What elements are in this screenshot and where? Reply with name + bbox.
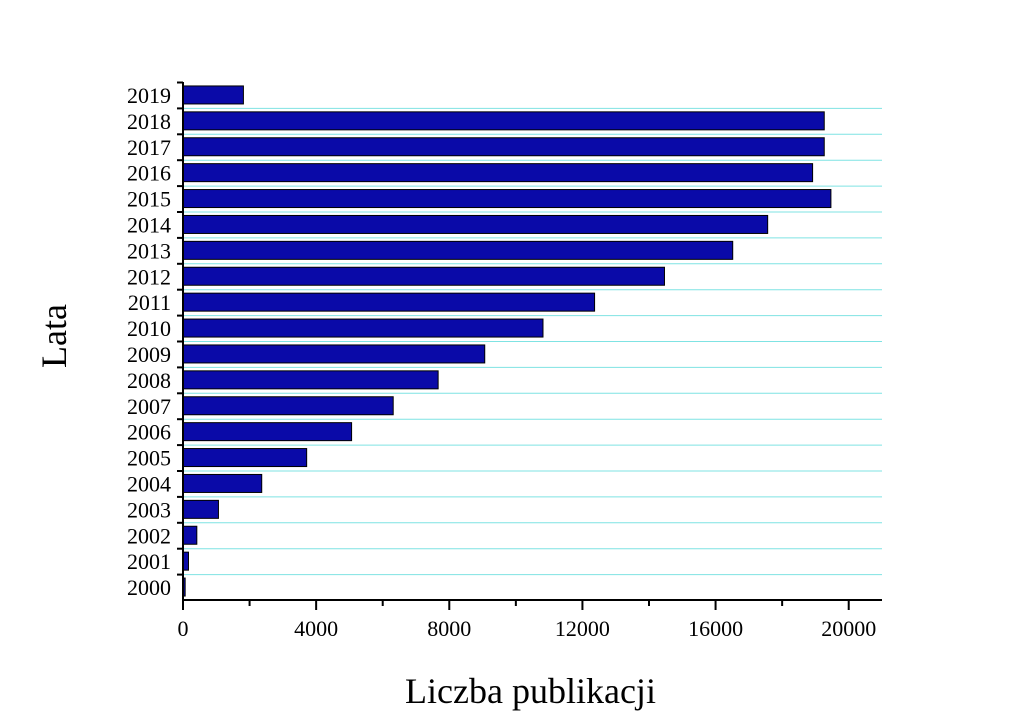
y-tick-label: 2011 [128,290,171,315]
bar-2011 [183,292,596,312]
y-tick-label: 2012 [127,264,171,289]
y-tick-label: 2014 [127,212,171,237]
y-tick-label: 2015 [127,187,171,212]
y-tick-label: 2006 [127,420,171,445]
x-tick-label: 0 [178,616,189,641]
y-tick-label: 2000 [127,575,171,600]
y-tick-label: 2019 [127,83,171,108]
y-tick-label: 2004 [127,471,171,496]
x-tick-label: 16000 [688,616,743,641]
bar-2016 [183,163,814,183]
bar-2012 [183,266,665,286]
x-tick-label: 12000 [555,616,610,641]
bar-2015 [183,189,832,209]
bar-2018 [183,111,825,131]
gridlines [183,107,882,576]
bar-2017 [183,137,825,157]
y-tick-label: 2009 [127,342,171,367]
y-tick-label: 2016 [127,161,171,186]
bar-2009 [183,344,486,364]
y-tick-label: 2007 [127,394,171,419]
x-tick-labels: 0 4000 8000 12000 16000 20000 [178,600,876,641]
bar-2013 [183,240,734,260]
bar-2019 [183,85,244,105]
y-axis-title: Lata [34,304,74,368]
bar-2005 [183,448,308,468]
bar-2001 [183,551,189,571]
x-tick-label: 4000 [294,616,338,641]
bar-2007 [183,396,394,416]
bar-2002 [183,525,198,545]
bar-2004 [183,473,263,493]
y-tick-label: 2013 [127,238,171,263]
x-tick-label: 8000 [427,616,471,641]
x-axis-title: Liczba publikacji [405,671,656,711]
y-tick-label: 2005 [127,446,171,471]
y-tick-label: 2003 [127,497,171,522]
y-tick-labels: 2000200120022003200420052006200720082009… [127,81,183,600]
bar-2014 [183,214,769,234]
y-tick-label: 2001 [127,549,171,574]
bar-2008 [183,370,439,390]
y-tick-label: 2017 [127,135,171,160]
x-tick-label: 20000 [821,616,876,641]
bar-2006 [183,422,353,442]
y-tick-label: 2002 [127,523,171,548]
y-tick-label: 2018 [127,109,171,134]
bars [183,85,832,597]
bar-2003 [183,499,219,519]
y-tick-label: 2010 [127,316,171,341]
y-tick-label: 2008 [127,368,171,393]
bar-2010 [183,318,544,338]
